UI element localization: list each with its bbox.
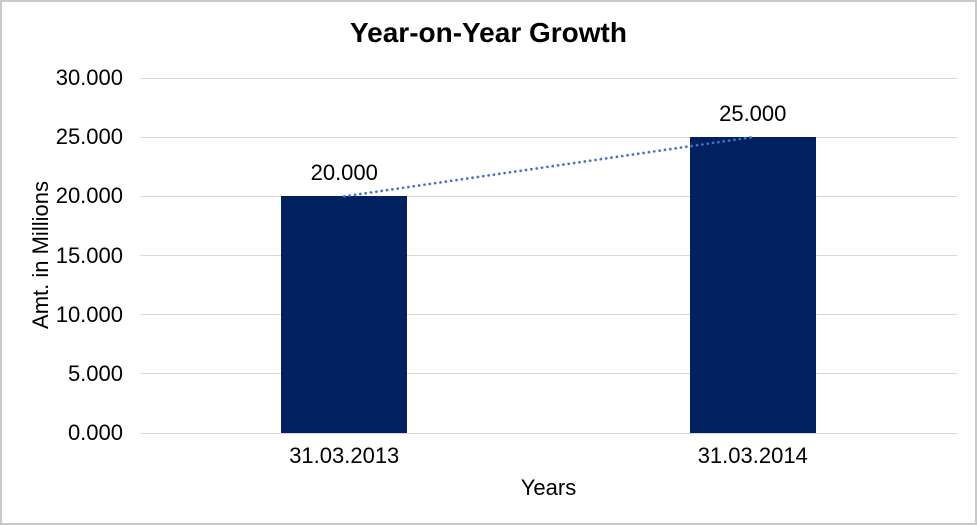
gridline (140, 314, 957, 316)
y-axis-tick-label: 20.000 (55, 183, 123, 209)
gridline (140, 195, 957, 197)
bar-data-label: 20.000 (310, 160, 378, 186)
gridline (140, 136, 957, 138)
gridline (140, 432, 957, 434)
x-axis-title: Years (520, 475, 577, 500)
y-axis-tick-label: 5.000 (67, 360, 123, 386)
y-axis-tick-label: 30.000 (55, 65, 123, 90)
y-axis-tick-label: 25.000 (55, 124, 123, 150)
gridline (140, 77, 957, 79)
x-axis-tick-label: 31.03.2014 (697, 443, 808, 468)
bar-data-label: 25.000 (719, 101, 787, 127)
gridline (140, 373, 957, 375)
y-axis-tick-label: 0.000 (67, 420, 123, 445)
bar-31.03.2013 (281, 196, 408, 433)
bar-31.03.2014 (689, 137, 816, 433)
y-axis-tick-label: 15.000 (55, 242, 123, 268)
x-axis-tick-label: 31.03.2013 (289, 443, 400, 468)
gridline (140, 255, 957, 256)
chart-title: Year-on-Year Growth (350, 17, 627, 48)
y-axis-tick-label: 10.000 (55, 301, 123, 327)
